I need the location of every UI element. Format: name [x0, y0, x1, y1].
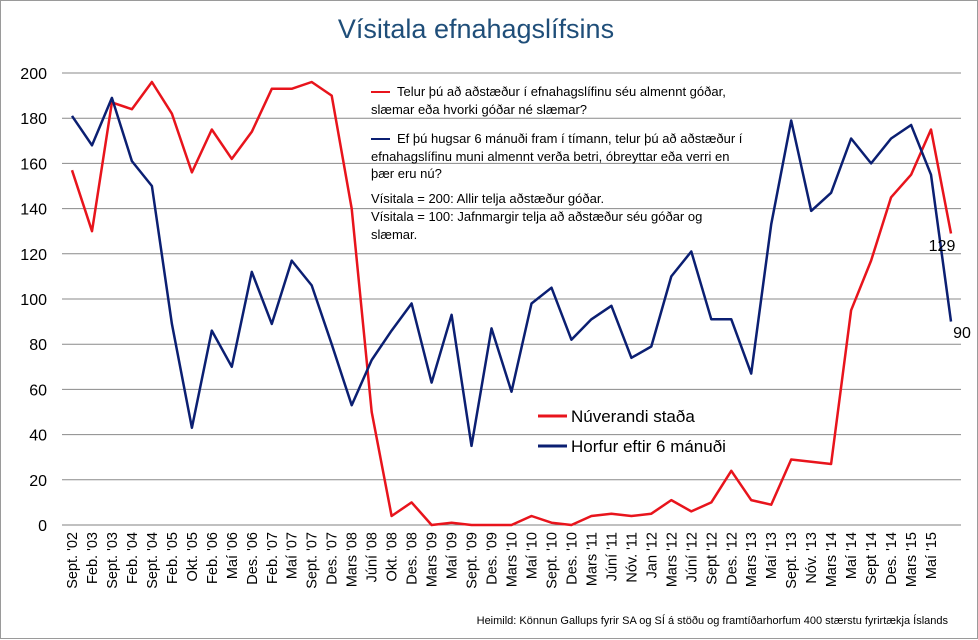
x-tick-label: Maí '15: [924, 532, 940, 579]
x-tick-label: Feb. '04: [125, 532, 141, 584]
x-tick-label: Des. '09: [485, 532, 501, 585]
note-red-line2: slæmar eða hvorki góðar né slæmar?: [371, 102, 587, 117]
x-tick-label: Des. '06: [245, 532, 261, 585]
source-note: Heimild: Könnun Gallups fyrir SA og SÍ á…: [477, 614, 949, 627]
x-tick-label: Júní '11: [604, 532, 620, 581]
y-tick-label: 120: [20, 247, 47, 264]
note-index100-line1: Vísitala = 100: Jafnmargir telja að aðst…: [371, 209, 702, 224]
y-tick-label: 140: [20, 202, 47, 219]
x-tick-label: Nóv. '11: [624, 532, 640, 583]
x-tick-label: Sept. '13: [784, 532, 800, 589]
x-tick-label: Mars '08: [345, 532, 361, 587]
x-tick-label: Sept. '02: [65, 532, 81, 589]
x-tick-label: Júní '12: [684, 532, 700, 582]
x-tick-label: Sept. '03: [105, 532, 121, 589]
x-tick-label: Des. '08: [405, 532, 421, 585]
end-label-current: 129: [929, 238, 956, 255]
series-line-current: [70, 80, 953, 527]
x-tick-label: Júní '08: [365, 532, 381, 582]
x-tick-label: Okt. '08: [385, 532, 401, 582]
x-tick-label: Feb. '06: [205, 532, 221, 584]
x-tick-label: Sept. '04: [145, 532, 161, 589]
x-tick-label: Nóv. '13: [804, 532, 820, 584]
x-tick-label: Sept '12: [704, 532, 720, 585]
y-tick-label: 100: [20, 292, 47, 309]
x-tick-label: Maí '07: [285, 532, 301, 579]
x-tick-label: Maí '06: [225, 532, 241, 579]
x-tick-label: Maí '14: [844, 532, 860, 579]
x-tick-label: Mars '11: [584, 532, 600, 586]
y-tick-label: 0: [38, 518, 47, 535]
x-tick-label: Des. '10: [564, 532, 580, 585]
x-tick-label: Feb. '07: [265, 532, 281, 584]
note-blue-line3: þær eru nú?: [371, 166, 442, 181]
legend-label-current: Núverandi staða: [571, 407, 695, 426]
note-blue-line1: Ef þú hugsar 6 mánuði fram í tímann, tel…: [397, 131, 743, 146]
x-tick-label: Mars '12: [664, 532, 680, 587]
x-tick-label: Mars '15: [904, 532, 920, 587]
x-axis-ticks: Sept. '02 Feb. '03 Sept. '03 Feb. '04 Sept. …: [65, 532, 940, 589]
gridlines: [62, 72, 961, 481]
y-tick-label: 80: [29, 337, 47, 354]
x-tick-label: Mars '09: [425, 532, 441, 587]
x-tick-label: Feb. '05: [165, 532, 181, 584]
note-blue-line2: efnahagslífinu muni almennt verða betri,…: [371, 149, 729, 164]
y-tick-label: 20: [29, 473, 47, 490]
x-tick-label: Maí '09: [445, 532, 461, 579]
x-tick-label: Sept. '09: [465, 532, 481, 589]
x-tick-label: Mars '13: [744, 532, 760, 587]
note-red-line1: Telur þú að aðstæður í efnahagslífinu sé…: [397, 84, 726, 99]
x-tick-label: Sept '14: [864, 532, 880, 585]
end-label-outlook: 90: [953, 325, 971, 342]
x-tick-label: Des. '14: [884, 532, 900, 585]
series-line-outlook: [70, 96, 953, 448]
chart-title: Vísitala efnahagslífsins: [338, 14, 614, 44]
y-axis-ticks: 0 20 40 60 80 100 120 140 160 180 200: [20, 66, 47, 535]
legend: Núverandi staða Horfur eftir 6 mánuði: [538, 407, 726, 456]
notes: Telur þú að aðstæður í efnahagslífinu sé…: [371, 84, 743, 242]
x-tick-label: Okt. '05: [185, 532, 201, 582]
note-index200: Vísitala = 200: Allir telja aðstæður góð…: [371, 191, 604, 206]
series-lines: [70, 80, 953, 527]
x-tick-label: Des. '12: [724, 532, 740, 585]
x-tick-label: Feb. '03: [85, 532, 101, 584]
x-tick-label: Mars '10: [505, 532, 521, 587]
y-tick-label: 60: [29, 382, 47, 399]
x-tick-label: Maí '10: [524, 532, 540, 579]
x-tick-label: Des. '07: [325, 532, 341, 585]
x-tick-label: Mars '14: [824, 532, 840, 587]
x-tick-label: Jan '12: [644, 532, 660, 578]
x-tick-label: Sept. '07: [305, 532, 321, 589]
y-tick-label: 40: [29, 428, 47, 445]
y-tick-label: 200: [20, 66, 47, 83]
legend-label-outlook: Horfur eftir 6 mánuði: [571, 437, 726, 456]
note-index100-line2: slæmar.: [371, 227, 417, 242]
x-tick-label: Sept. '10: [544, 532, 560, 589]
x-tick-label: Maí '13: [764, 532, 780, 579]
y-tick-label: 160: [20, 156, 47, 173]
y-tick-label: 180: [20, 111, 47, 128]
